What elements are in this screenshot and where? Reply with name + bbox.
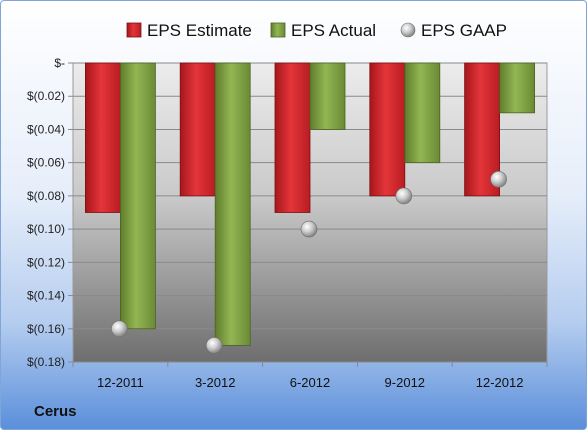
y-axis: $- $(0.02) $(0.04) $(0.06) $(0.08) $(0.10) $(0… — [27, 56, 73, 369]
eps-actual-bar — [309, 62, 346, 130]
legend-swatch-eps-estimate — [126, 22, 142, 38]
eps-gaap-marker — [395, 187, 413, 205]
eps-gaap-marker — [300, 220, 318, 238]
y-tick-label: $(0.12) — [27, 255, 65, 269]
x-tick-label: 12-2011 — [97, 375, 144, 390]
y-tick-label: $(0.06) — [27, 156, 65, 170]
company-label: Cerus — [34, 403, 77, 420]
eps-estimate-bar — [274, 62, 311, 213]
legend-swatch-eps-gaap — [400, 22, 416, 38]
y-tick-label: $(0.18) — [27, 355, 65, 369]
y-tick-label: $(0.08) — [27, 189, 65, 203]
eps-actual-bar — [120, 62, 156, 330]
eps-gaap-marker — [111, 320, 128, 338]
eps-actual-bar — [214, 62, 251, 346]
x-axis: 12-2011 3-2012 6-2012 9-2012 12-2012 — [72, 362, 548, 390]
eps-actual-bar — [404, 62, 441, 164]
eps-estimate-bar — [179, 62, 216, 197]
y-tick-label: $(0.02) — [27, 89, 65, 103]
y-tick-label: $(0.04) — [27, 122, 65, 136]
legend-label: EPS GAAP — [421, 21, 507, 40]
x-tick-label: 9-2012 — [385, 375, 425, 390]
x-tick-label: 3-2012 — [195, 375, 235, 390]
gaap-markers — [111, 170, 507, 354]
legend-label: EPS Estimate — [147, 21, 252, 40]
y-tick-label: $- — [54, 56, 65, 70]
eps-estimate-bar — [85, 62, 121, 213]
legend: EPS Estimate EPS Actual EPS GAAP — [126, 21, 507, 40]
eps-actual-bar — [499, 62, 536, 114]
x-tick-label: 6-2012 — [290, 375, 330, 390]
eps-gaap-marker — [490, 170, 507, 188]
legend-label: EPS Actual — [291, 21, 376, 40]
eps-gaap-marker — [205, 337, 223, 354]
eps-estimate-bar — [369, 62, 406, 197]
bars — [85, 62, 536, 346]
y-tick-label: $(0.10) — [27, 222, 65, 236]
y-tick-label: $(0.14) — [27, 289, 65, 303]
legend-swatch-eps-actual — [270, 22, 286, 38]
x-tick-label: 12-2012 — [476, 375, 524, 390]
y-tick-label: $(0.16) — [27, 322, 65, 336]
